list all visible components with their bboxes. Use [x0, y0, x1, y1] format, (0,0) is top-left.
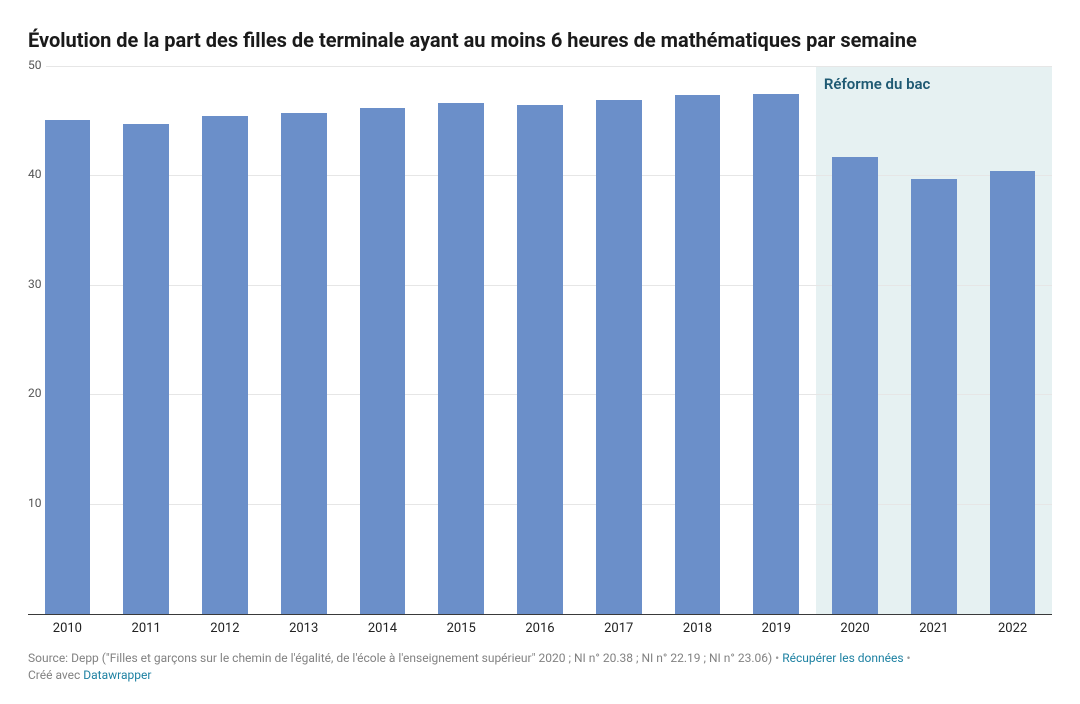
- x-tick-label: 2017: [579, 621, 658, 636]
- x-tick-label: 2014: [343, 621, 422, 636]
- bar: [202, 116, 248, 614]
- x-tick-label: 2019: [737, 621, 816, 636]
- bar-slot: [973, 67, 1052, 614]
- bar: [832, 157, 878, 615]
- x-tick-label: 2016: [501, 621, 580, 636]
- bar: [990, 171, 1036, 614]
- bar-slot: [658, 67, 737, 614]
- x-tick-label: 2018: [658, 621, 737, 636]
- x-tick-label: 2013: [264, 621, 343, 636]
- footer-sep-2: •: [904, 651, 911, 665]
- footer-sep-1: •: [772, 651, 782, 665]
- get-data-link[interactable]: Récupérer les données: [782, 651, 903, 665]
- source-text: Depp ("Filles et garçons sur le chemin d…: [71, 651, 772, 665]
- bar: [753, 94, 799, 614]
- bar-slot: [422, 67, 501, 614]
- bar: [675, 95, 721, 614]
- highlight-annotation: Réforme du bac: [824, 77, 931, 92]
- bar: [360, 108, 406, 615]
- bar: [281, 113, 327, 614]
- bar: [438, 103, 484, 614]
- bar-slot: [501, 67, 580, 614]
- chart-title: Évolution de la part des filles de termi…: [28, 28, 1052, 53]
- bar-slot: [186, 67, 265, 614]
- bar-slot: [28, 67, 107, 614]
- bar: [596, 100, 642, 615]
- chart-footer: Source: Depp ("Filles et garçons sur le …: [28, 650, 1052, 684]
- bar-slot: [264, 67, 343, 614]
- x-tick-label: 2020: [816, 621, 895, 636]
- bar: [45, 120, 91, 615]
- bar-slot: [737, 67, 816, 614]
- x-axis: 2010201120122013201420152016201720182019…: [28, 621, 1052, 636]
- x-tick-label: 2015: [422, 621, 501, 636]
- credit-prefix: Créé avec: [28, 668, 83, 682]
- bar-slot: [579, 67, 658, 614]
- bars-container: [28, 67, 1052, 614]
- plot-area: 1020304050 Réforme du bac: [28, 67, 1052, 615]
- datawrapper-link[interactable]: Datawrapper: [83, 668, 151, 682]
- bar: [517, 105, 563, 614]
- bar: [123, 124, 169, 614]
- source-prefix: Source:: [28, 651, 71, 665]
- bar-slot: [107, 67, 186, 614]
- x-tick-label: 2010: [28, 621, 107, 636]
- bar-slot: [816, 67, 895, 614]
- x-tick-label: 2012: [186, 621, 265, 636]
- x-tick-label: 2011: [107, 621, 186, 636]
- bar: [911, 179, 957, 615]
- bar-slot: [343, 67, 422, 614]
- x-tick-label: 2021: [894, 621, 973, 636]
- x-tick-label: 2022: [973, 621, 1052, 636]
- bar-slot: [894, 67, 973, 614]
